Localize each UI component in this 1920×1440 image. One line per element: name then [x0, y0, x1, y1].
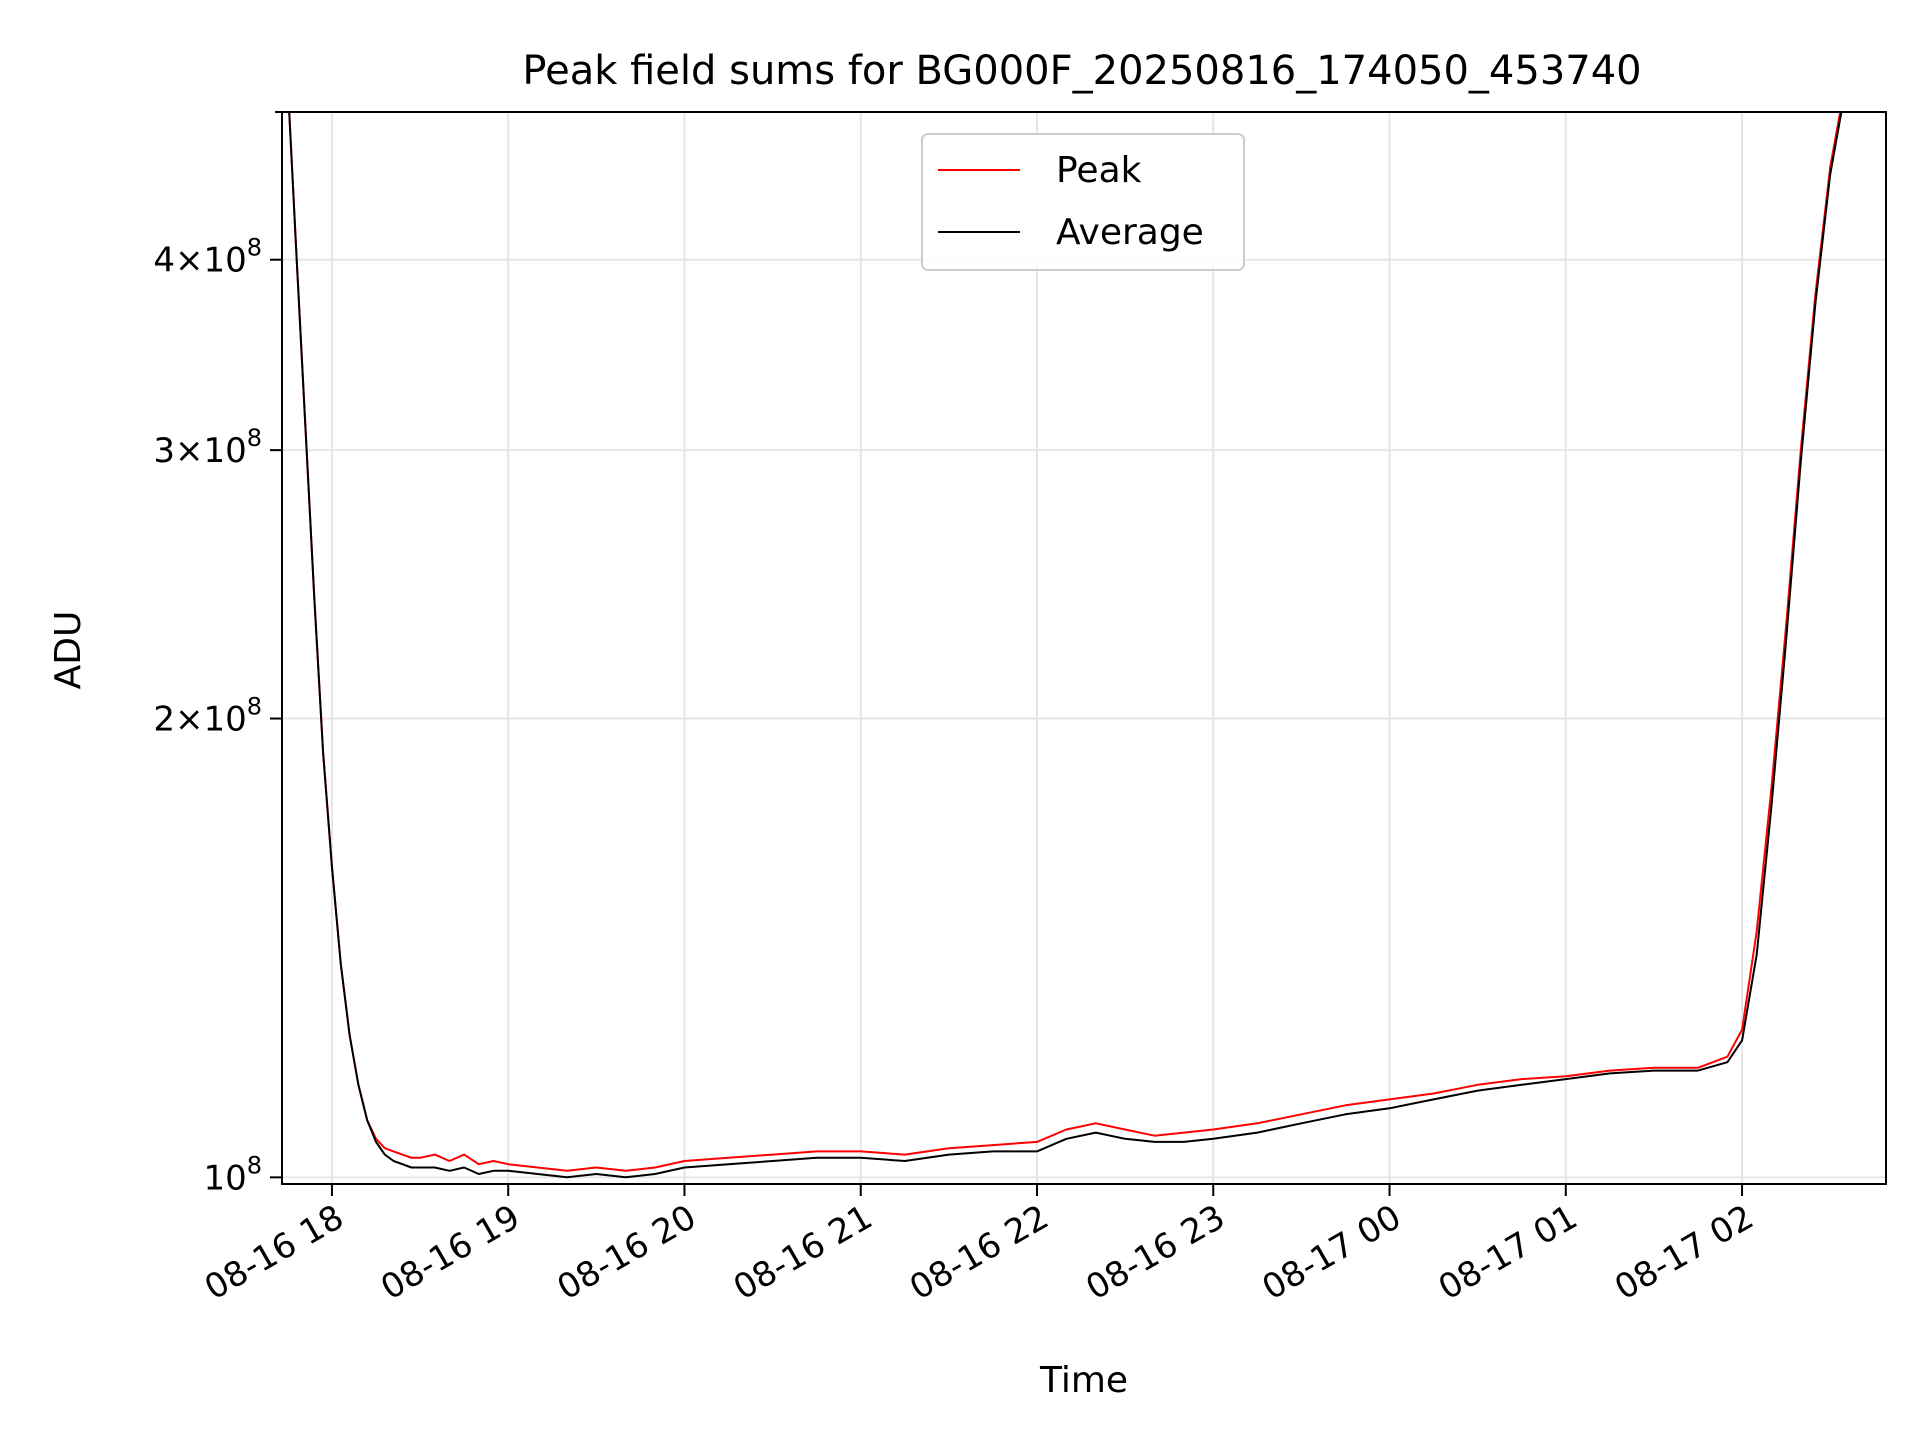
legend: Peak Average	[921, 133, 1245, 271]
series-line-peak	[288, 112, 1842, 1172]
y-axis: 108 2×108 3×108 4×108	[153, 111, 282, 1198]
y-axis-label: ADU	[48, 611, 89, 690]
y-tick-label: 108	[203, 1151, 262, 1198]
y-tick-label: 4×108	[153, 234, 262, 281]
legend-label-average: Average	[1056, 212, 1204, 253]
legend-label-peak: Peak	[1056, 150, 1142, 191]
y-tick-label: 2×108	[153, 693, 262, 740]
series-line-average	[288, 112, 1843, 1179]
legend-box	[921, 133, 1245, 271]
x-axis-label: Time	[1039, 1360, 1128, 1401]
y-tick-label: 3×108	[153, 424, 262, 471]
plot-frame	[281, 111, 1887, 1185]
chart-title: Peak field sums for BG000F_20250816_1740…	[522, 48, 1641, 94]
series-layer	[288, 112, 1843, 1179]
